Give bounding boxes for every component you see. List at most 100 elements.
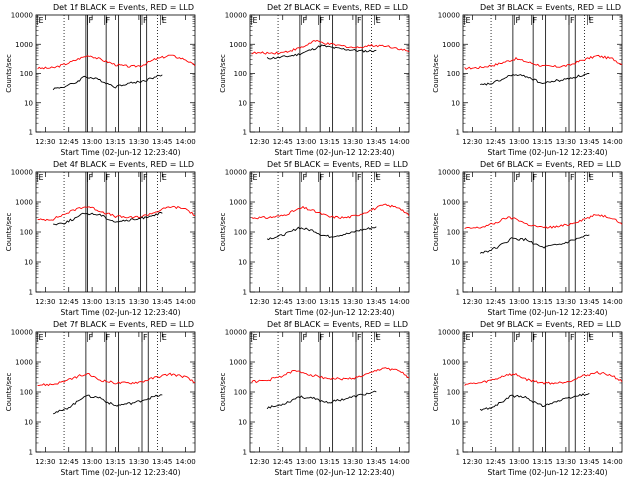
x-tick-label: 12:30 xyxy=(249,458,269,466)
flag-marker-label: F xyxy=(106,173,111,182)
flag-marker-label: F xyxy=(570,16,575,25)
flag-marker-label: F xyxy=(320,333,325,342)
flag-marker-label: F xyxy=(357,173,362,182)
plot-frame xyxy=(249,331,410,453)
flag-marker-label: F xyxy=(515,333,520,342)
x-tick-label: 13:00 xyxy=(509,138,529,146)
x-tick-label: 14:00 xyxy=(603,138,623,146)
y-tick-label: 10000 xyxy=(438,169,460,177)
x-tick-label: 13:45 xyxy=(152,298,172,306)
flag-marker-label: F xyxy=(320,16,325,25)
chart-title: Det 2f BLACK = Events, RED = LLD xyxy=(267,3,408,12)
y-tick-label: 1000 xyxy=(15,41,33,49)
detector-chart-1: Det 1f BLACK = Events, RED = LLD Counts/s… xyxy=(5,3,196,157)
x-tick-label: 13:30 xyxy=(556,138,576,146)
y-axis-label: Counts/sec xyxy=(432,373,440,412)
y-axis-label: Counts/sec xyxy=(219,213,227,252)
x-tick-label: 12:30 xyxy=(462,298,482,306)
x-tick-label: 13:45 xyxy=(579,138,599,146)
x-tick-label: 12:30 xyxy=(462,138,482,146)
x-tick-label: 12:30 xyxy=(35,298,55,306)
series-lld-line xyxy=(464,213,623,229)
x-tick-label: 13:30 xyxy=(556,298,576,306)
x-tick-label: 13:30 xyxy=(129,458,149,466)
flag-marker-label: E xyxy=(466,333,471,342)
x-tick-label: 13:30 xyxy=(556,458,576,466)
x-tick-label: 13:15 xyxy=(532,138,552,146)
x-tick-label: 12:45 xyxy=(59,138,79,146)
y-axis-label: Counts/sec xyxy=(5,213,13,252)
x-tick-label: 13:00 xyxy=(296,298,316,306)
x-tick-label: 14:00 xyxy=(390,298,410,306)
flag-marker-label: F xyxy=(533,173,538,182)
y-tick-label: 1000 xyxy=(229,359,247,367)
x-tick-label: 14:00 xyxy=(390,138,410,146)
plot-frame xyxy=(35,14,196,133)
detector-chart-7: Det 7f BLACK = Events, RED = LLD Counts/s… xyxy=(5,320,196,477)
x-axis-label: Start Time (02-Jun-12 12:23:40) xyxy=(488,308,608,317)
series-lld-line xyxy=(37,205,196,222)
chart-title: Det 5f BLACK = Events, RED = LLD xyxy=(267,160,408,169)
x-axis-label: Start Time (02-Jun-12 12:23:40) xyxy=(61,468,181,477)
series-lld-line xyxy=(464,370,623,386)
flag-marker-label: E xyxy=(39,333,44,342)
x-tick-label: 12:30 xyxy=(249,298,269,306)
x-tick-label: 12:45 xyxy=(59,458,79,466)
plot-frame xyxy=(462,171,623,293)
flag-marker-label: F xyxy=(302,16,307,25)
flag-marker-label: F xyxy=(533,16,538,25)
y-tick-label: 1 xyxy=(243,289,247,297)
x-tick-label: 13:45 xyxy=(366,458,386,466)
flag-marker-label: F xyxy=(302,333,307,342)
y-tick-label: 10000 xyxy=(11,169,33,177)
x-tick-label: 12:45 xyxy=(486,298,506,306)
x-tick-label: 13:00 xyxy=(296,138,316,146)
x-tick-label: 13:00 xyxy=(509,458,529,466)
y-tick-label: 10000 xyxy=(11,12,33,20)
x-tick-label: 12:30 xyxy=(35,458,55,466)
x-tick-label: 13:45 xyxy=(152,458,172,466)
series-events-line xyxy=(479,72,590,86)
y-axis-label: Counts/sec xyxy=(432,213,440,252)
series-events-line xyxy=(266,226,377,241)
flag-marker-label: F xyxy=(320,173,325,182)
flag-marker-label: F xyxy=(106,16,111,25)
x-tick-label: 13:15 xyxy=(105,138,125,146)
flag-marker-label: F xyxy=(357,16,362,25)
y-tick-label: 1000 xyxy=(442,41,460,49)
plot-frame xyxy=(462,331,623,453)
y-axis-label: Counts/sec xyxy=(219,54,227,93)
y-tick-label: 1000 xyxy=(442,359,460,367)
x-tick-label: 13:00 xyxy=(82,138,102,146)
flag-marker-label: E xyxy=(589,333,594,342)
x-tick-label: 13:15 xyxy=(532,458,552,466)
plot-frame xyxy=(249,14,410,133)
detector-chart-5: Det 5f BLACK = Events, RED = LLD Counts/s… xyxy=(219,160,410,317)
flag-marker-label: E xyxy=(466,173,471,182)
y-tick-label: 10000 xyxy=(438,329,460,337)
x-tick-label: 13:15 xyxy=(105,458,125,466)
series-lld-line xyxy=(251,39,410,55)
y-axis-label: Counts/sec xyxy=(432,54,440,93)
x-axis-label: Start Time (02-Jun-12 12:23:40) xyxy=(275,148,395,157)
x-tick-label: 13:00 xyxy=(82,298,102,306)
x-tick-label: 13:15 xyxy=(319,138,339,146)
series-lld-line xyxy=(251,367,410,384)
plot-frame xyxy=(249,171,410,293)
y-tick-label: 1 xyxy=(456,289,460,297)
y-tick-label: 1 xyxy=(29,449,33,457)
flag-marker-label: F xyxy=(88,16,93,25)
y-tick-label: 1000 xyxy=(15,359,33,367)
y-axis-label: Counts/sec xyxy=(5,54,13,93)
flag-marker-label: F xyxy=(106,333,111,342)
x-tick-label: 13:00 xyxy=(296,458,316,466)
y-tick-label: 10000 xyxy=(225,12,247,20)
y-tick-label: 10000 xyxy=(225,329,247,337)
flag-marker-label: E xyxy=(39,16,44,25)
y-tick-label: 100 xyxy=(234,389,247,397)
flag-marker-label: F xyxy=(143,333,148,342)
x-tick-label: 14:00 xyxy=(176,298,196,306)
x-axis-label: Start Time (02-Jun-12 12:23:40) xyxy=(61,308,181,317)
y-tick-label: 10 xyxy=(238,419,247,427)
x-tick-label: 14:00 xyxy=(176,138,196,146)
